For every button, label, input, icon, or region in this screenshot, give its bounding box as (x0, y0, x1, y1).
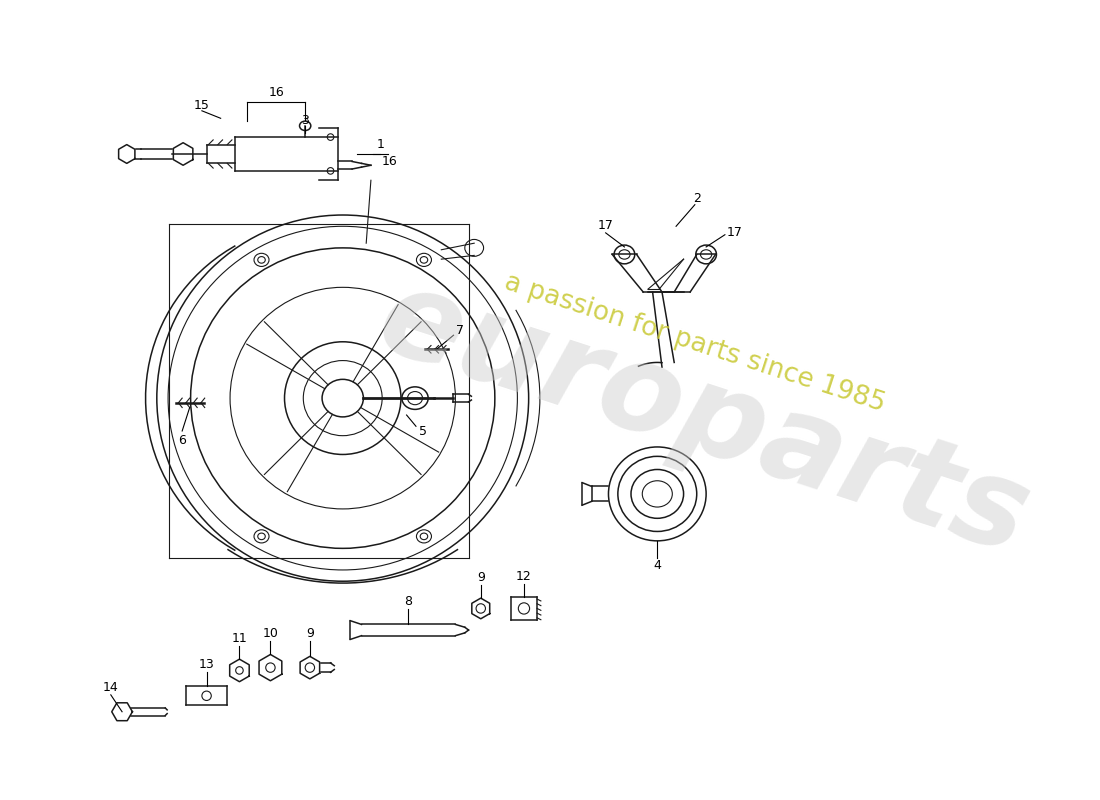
Ellipse shape (608, 447, 706, 541)
Text: 9: 9 (476, 571, 485, 584)
Text: 5: 5 (418, 426, 427, 438)
Text: europarts: europarts (365, 258, 1044, 579)
Text: 14: 14 (103, 681, 119, 694)
Text: 12: 12 (516, 570, 531, 583)
Ellipse shape (417, 254, 431, 266)
Text: 1: 1 (376, 138, 384, 151)
Text: 11: 11 (232, 632, 248, 645)
Text: 2: 2 (693, 192, 701, 205)
Text: 16: 16 (382, 155, 397, 168)
Text: 17: 17 (726, 226, 742, 239)
Text: 17: 17 (597, 219, 614, 232)
Ellipse shape (322, 379, 363, 417)
Text: 6: 6 (178, 434, 186, 447)
Text: 16: 16 (270, 86, 285, 99)
Ellipse shape (254, 530, 270, 543)
Ellipse shape (402, 387, 428, 410)
Text: 8: 8 (405, 595, 412, 608)
Text: 3: 3 (301, 114, 309, 126)
Text: 15: 15 (194, 98, 210, 112)
Text: 4: 4 (653, 558, 661, 572)
Ellipse shape (417, 530, 431, 543)
Text: 13: 13 (199, 658, 214, 671)
Ellipse shape (254, 254, 270, 266)
Text: a passion for parts since 1985: a passion for parts since 1985 (502, 270, 889, 418)
Ellipse shape (614, 245, 635, 264)
Text: 7: 7 (456, 324, 464, 337)
Ellipse shape (696, 245, 716, 264)
Text: 10: 10 (263, 627, 278, 640)
Text: 9: 9 (306, 627, 313, 640)
